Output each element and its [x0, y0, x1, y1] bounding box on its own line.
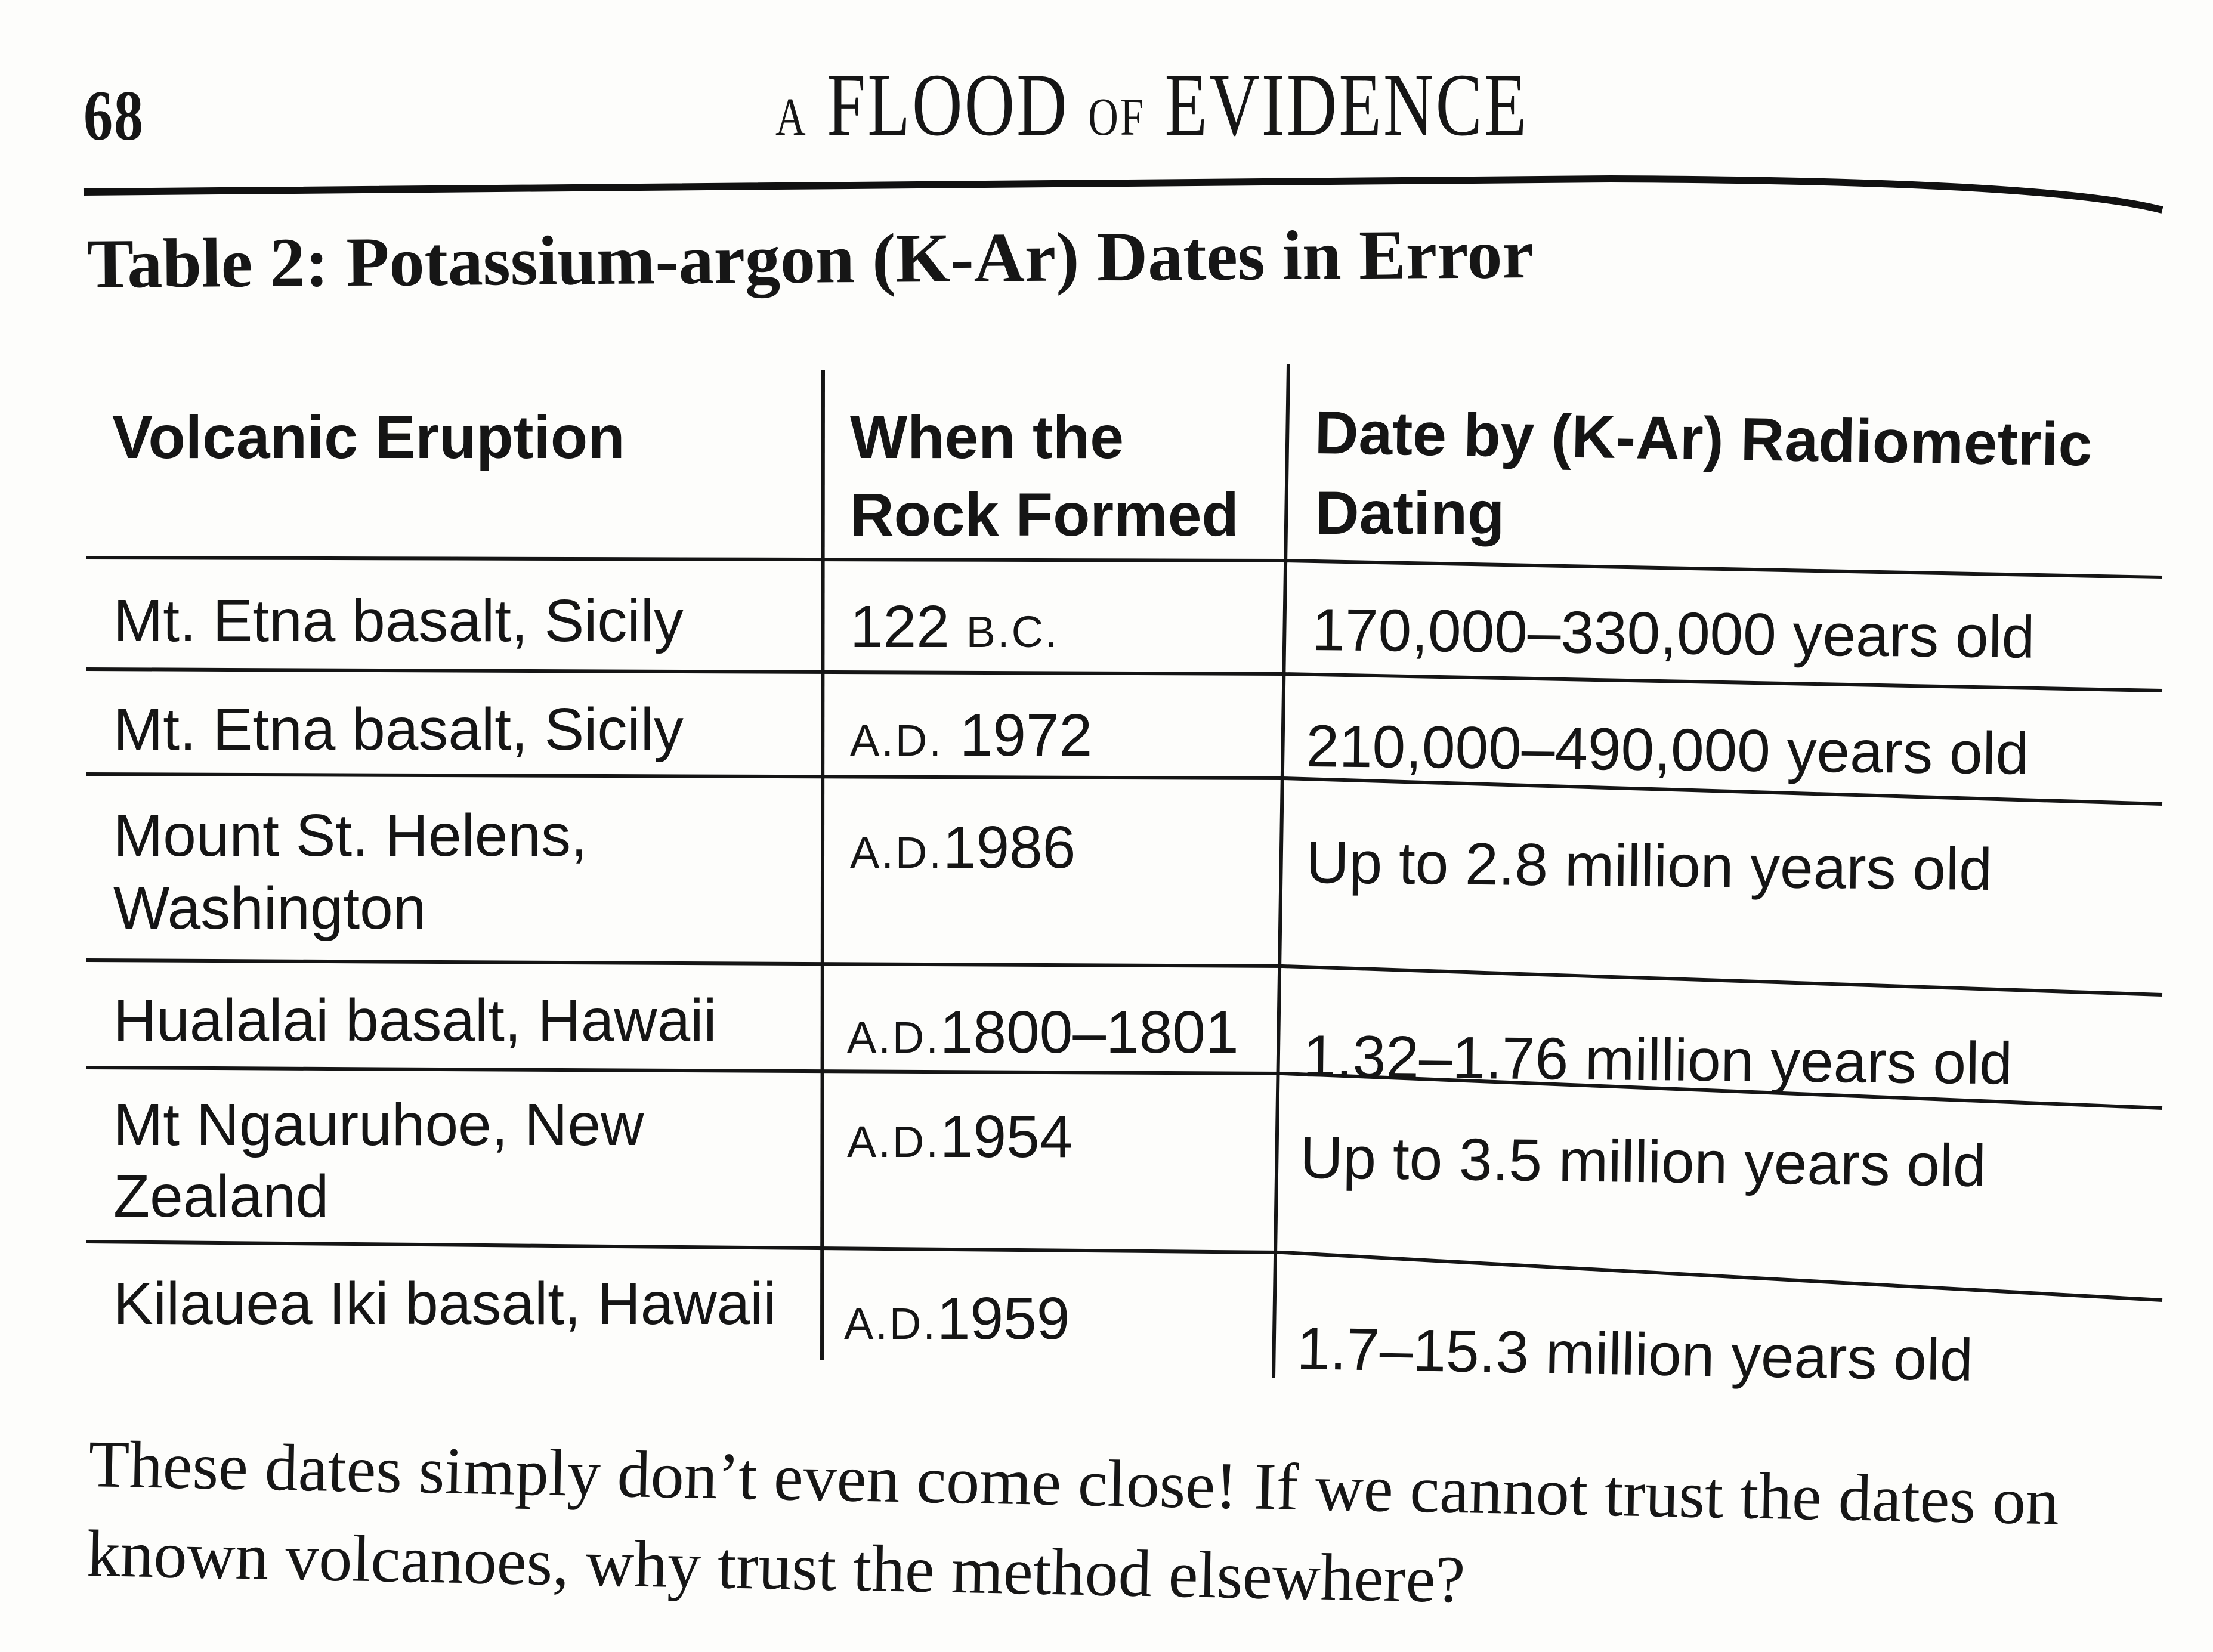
formed-value: 1959 — [936, 1285, 1070, 1352]
table-row-5-formed: A.D.1954 — [847, 1100, 1072, 1178]
formed-value: 1954 — [939, 1103, 1073, 1170]
running-head: A FLOOD OF EVIDENCE — [775, 54, 1528, 156]
formed-era: A.D. — [847, 1117, 940, 1167]
formed-era: A.D. — [844, 1299, 937, 1348]
table-row-1-eruption: Mt. Etna basalt, Sicily — [113, 587, 684, 654]
table-row-3-eruption-line1: Mount St. Helens, — [113, 802, 588, 869]
table-row-6-eruption: Kilauea Iki basalt, Hawaii — [113, 1270, 777, 1337]
table-row-4-eruption: Hualalai basalt, Hawaii — [113, 987, 717, 1054]
formed-value: 1800–1801 — [939, 999, 1239, 1066]
column-header-formed-line2: Rock Formed — [850, 481, 1239, 549]
table-row-6-formed: A.D.1959 — [844, 1282, 1070, 1360]
column-header-date-line1: Date by (K-Ar) Radiometric — [1314, 398, 2093, 479]
table-row-5-eruption-line1: Mt Ngauruhoe, New — [113, 1091, 644, 1158]
table-row-1-formed: 122 B.C. — [850, 590, 1059, 669]
table-row-3-formed: A.D.1986 — [850, 811, 1075, 889]
formed-value: 1986 — [942, 814, 1076, 881]
table-row-5-eruption-line2: Zealand — [113, 1163, 329, 1230]
table-row-3-date: Up to 2.8 million years old — [1305, 828, 1993, 904]
table-row-5-date: Up to 3.5 million years old — [1299, 1124, 1987, 1200]
table-row-2-formed: A.D. 1972 — [850, 699, 1092, 777]
formed-value: 1972 — [959, 702, 1093, 769]
formed-suffix: B.C. — [966, 607, 1059, 657]
running-head-of: OF — [1088, 88, 1146, 147]
table-row-4-date: 1.32–1.76 million years old — [1302, 1022, 2013, 1097]
running-head-word2: EVIDENCE — [1164, 55, 1529, 154]
table-row-2-eruption: Mt. Etna basalt, Sicily — [113, 696, 684, 763]
running-head-prefix: A — [775, 88, 808, 147]
formed-era: A.D. — [850, 716, 943, 765]
column-header-date-line2: Dating — [1315, 479, 1505, 547]
formed-era: A.D. — [850, 828, 943, 877]
running-head-word1: FLOOD — [827, 55, 1069, 154]
table-row-4-formed: A.D.1800–1801 — [847, 996, 1238, 1074]
table-row-2-date: 210,000–490,000 years old — [1305, 712, 2029, 787]
table-row-1-date: 170,000–330,000 years old — [1311, 596, 2035, 671]
page-number: 68 — [84, 76, 144, 155]
column-header-formed-line1: When the — [850, 403, 1124, 471]
table-row-6-date: 1.7–15.3 million years old — [1296, 1314, 1974, 1394]
column-header-eruption: Volcanic Eruption — [112, 403, 625, 471]
formed-value: 122 — [850, 593, 950, 660]
formed-era: A.D. — [847, 1013, 940, 1062]
table-row-3-eruption-line2: Washington — [113, 875, 426, 942]
